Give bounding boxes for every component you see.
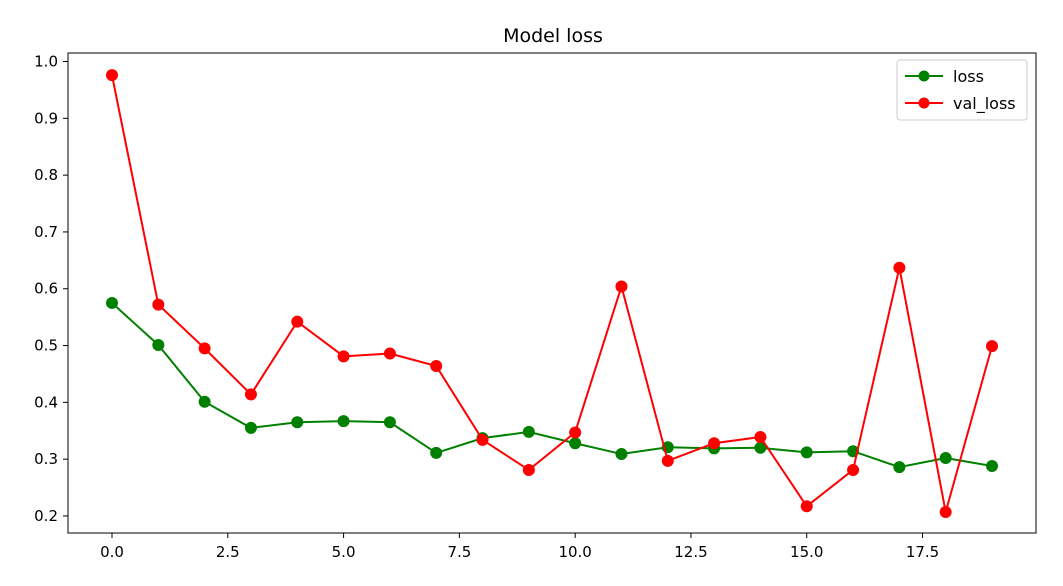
data-point	[383, 416, 396, 429]
data-point	[152, 338, 165, 351]
x-axis: 0.0 2.5 5.0 7.5 10.0 12.5 15.0 17.5	[100, 533, 939, 561]
legend-label: loss	[953, 67, 984, 86]
data-point	[430, 446, 443, 459]
legend-entry: loss	[905, 67, 984, 86]
y-tick-label: 0.3	[34, 450, 58, 468]
plot-frame	[67, 52, 1037, 534]
x-tick-label: 10.0	[558, 543, 591, 561]
data-point	[615, 280, 628, 293]
data-point	[986, 459, 998, 472]
data-point	[661, 454, 674, 467]
x-tick-label: 7.5	[447, 543, 471, 561]
x-tick-label: 12.5	[674, 543, 707, 561]
y-axis: 0.2 0.3 0.4 0.5 0.6 0.7 0.8 0.9 1.0	[34, 53, 68, 525]
legend-entry: val_loss	[905, 94, 1016, 114]
y-tick-label: 0.9	[34, 109, 58, 127]
y-tick-label: 0.5	[34, 337, 58, 355]
y-tick-label: 0.2	[34, 507, 58, 525]
data-point	[893, 261, 906, 274]
data-point	[708, 437, 721, 450]
data-point	[106, 69, 118, 82]
data-point	[291, 315, 304, 328]
y-tick-label: 0.7	[34, 223, 58, 241]
series-line	[111, 302, 993, 469]
series-val-loss	[106, 69, 998, 518]
x-tick-label: 0.0	[100, 543, 124, 561]
series-line	[111, 74, 993, 513]
data-point	[476, 433, 489, 446]
data-point	[569, 426, 582, 439]
data-point	[106, 296, 118, 309]
x-tick-label: 15.0	[790, 543, 823, 561]
data-point	[800, 446, 813, 459]
series-loss	[106, 296, 998, 474]
legend: loss val_loss	[896, 59, 1028, 121]
data-point	[847, 463, 860, 476]
data-point	[430, 359, 443, 372]
data-point	[986, 340, 998, 353]
data-point	[244, 421, 257, 434]
series-layer	[106, 69, 998, 518]
x-tick-label: 5.0	[332, 543, 356, 561]
y-tick-label: 1.0	[34, 53, 58, 71]
data-point	[291, 416, 304, 429]
chart-title: Model loss	[503, 25, 603, 47]
data-point	[152, 298, 165, 311]
y-tick-label: 0.4	[34, 393, 58, 411]
data-point	[198, 342, 211, 355]
legend-marker	[918, 70, 930, 82]
data-point	[244, 388, 257, 401]
y-tick-label: 0.6	[34, 280, 58, 298]
legend-marker	[918, 97, 930, 109]
x-tick-label: 17.5	[906, 543, 939, 561]
data-point	[800, 500, 813, 513]
plot-area	[67, 52, 1037, 534]
data-point	[754, 431, 767, 443]
data-point	[939, 505, 952, 518]
data-point	[522, 463, 535, 476]
data-point	[383, 347, 396, 360]
data-point	[615, 448, 628, 461]
x-tick-label: 2.5	[216, 543, 240, 561]
data-point	[337, 415, 350, 428]
y-tick-label: 0.8	[34, 166, 58, 184]
data-point	[337, 350, 350, 363]
data-point	[198, 395, 211, 408]
data-point	[569, 437, 582, 450]
legend-label: val_loss	[953, 94, 1016, 114]
data-point	[939, 452, 952, 465]
data-point	[893, 461, 906, 474]
data-point	[522, 425, 535, 438]
